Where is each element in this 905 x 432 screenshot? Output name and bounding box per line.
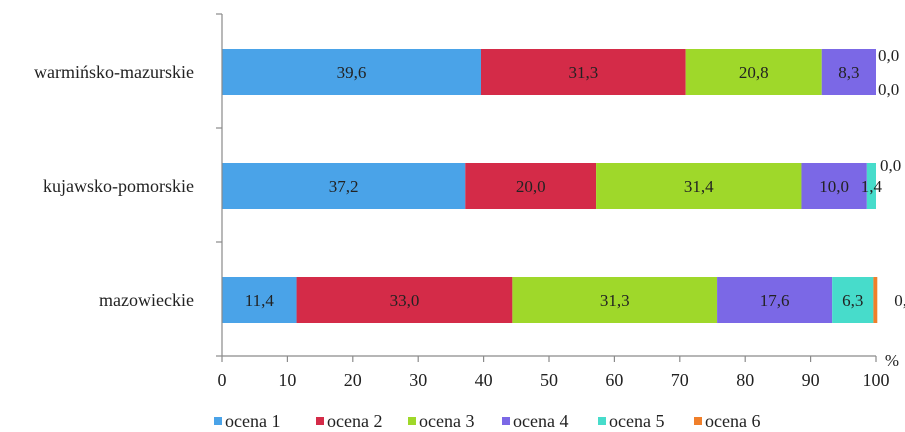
bar-segment: [801, 163, 867, 209]
data-label: 37,2: [329, 177, 359, 196]
bar-segment: [512, 277, 718, 323]
bar-segment: [717, 277, 833, 323]
bar-segment: [222, 49, 481, 95]
legend-label: ocena 6: [705, 411, 760, 431]
bar-segment: [480, 49, 686, 95]
legend-item: ocena 2: [316, 411, 382, 431]
category-labels-group: warmińsko-mazurskie kujawsko-pomorskie maz…: [34, 62, 194, 310]
data-label: 20,0: [516, 177, 546, 196]
bar-segment: [465, 163, 597, 209]
data-label: 0,6: [894, 291, 905, 310]
category-label: mazowieckie: [99, 290, 194, 310]
tick-labels-group: 0 10 20 30 40 50 60 70 80 90 100: [218, 370, 890, 390]
legend-item: ocena 1: [214, 411, 280, 431]
data-label: 31,3: [568, 63, 598, 82]
legend-swatch: [694, 417, 702, 425]
data-label: 10,0: [819, 177, 849, 196]
data-label: 1,4: [861, 177, 883, 196]
x-tick-label: 10: [278, 370, 296, 390]
legend-swatch: [214, 417, 222, 425]
legend-swatch: [408, 417, 416, 425]
bar-segment: [821, 49, 876, 95]
x-tick-label: 90: [802, 370, 820, 390]
value-labels-group: 39,6 31,3 20,8 8,3 0,0 0,0 37,2 20,0 31,4 10,0 1,4…: [245, 46, 905, 310]
data-label: 0,0: [880, 156, 901, 175]
x-tick-label: 30: [409, 370, 427, 390]
legend-label: ocena 4: [513, 411, 568, 431]
x-tick-label: 70: [671, 370, 689, 390]
bar-segment: [222, 277, 297, 323]
x-tick-label: 40: [475, 370, 493, 390]
legend-item: ocena 6: [694, 411, 760, 431]
bar-segment: [866, 163, 876, 209]
legend-label: ocena 2: [327, 411, 382, 431]
bar-segment: [873, 277, 878, 323]
x-axis-unit-label: %: [885, 351, 899, 370]
bar-segment: [296, 277, 513, 323]
data-label: 0,0: [878, 80, 899, 99]
legend-item: ocena 4: [502, 411, 568, 431]
data-label: 6,3: [842, 291, 863, 310]
data-label: 11,4: [245, 291, 275, 310]
x-tick-label: 0: [218, 370, 227, 390]
data-label: 39,6: [337, 63, 367, 82]
x-tick-label: 100: [863, 370, 890, 390]
x-tick-label: 20: [344, 370, 362, 390]
legend-item: ocena 5: [598, 411, 664, 431]
data-label: 8,3: [838, 63, 859, 82]
data-label: 0,0: [878, 46, 899, 65]
category-label: kujawsko-pomorskie: [43, 176, 194, 196]
axes-group: [216, 13, 877, 362]
legend-swatch: [316, 417, 324, 425]
x-tick-label: 80: [736, 370, 754, 390]
data-label: 20,8: [739, 63, 769, 82]
data-label: 33,0: [390, 291, 420, 310]
legend-swatch: [598, 417, 606, 425]
bar-segment: [832, 277, 874, 323]
bar-segment: [596, 163, 802, 209]
category-label: warmińsko-mazurskie: [34, 62, 194, 82]
legend-swatch: [502, 417, 510, 425]
data-label: 31,3: [600, 291, 630, 310]
legend: ocena 1 ocena 2 ocena 3 ocena 4 ocena 5 ocena…: [214, 411, 760, 431]
legend-item: ocena 3: [408, 411, 474, 431]
bar-segment: [685, 49, 822, 95]
legend-label: ocena 1: [225, 411, 280, 431]
x-tick-label: 50: [540, 370, 558, 390]
legend-label: ocena 5: [609, 411, 664, 431]
bar-segment: [222, 163, 466, 209]
legend-label: ocena 3: [419, 411, 474, 431]
x-tick-label: 60: [605, 370, 623, 390]
bars-group: [222, 49, 878, 323]
data-label: 31,4: [684, 177, 714, 196]
data-label: 17,6: [760, 291, 790, 310]
